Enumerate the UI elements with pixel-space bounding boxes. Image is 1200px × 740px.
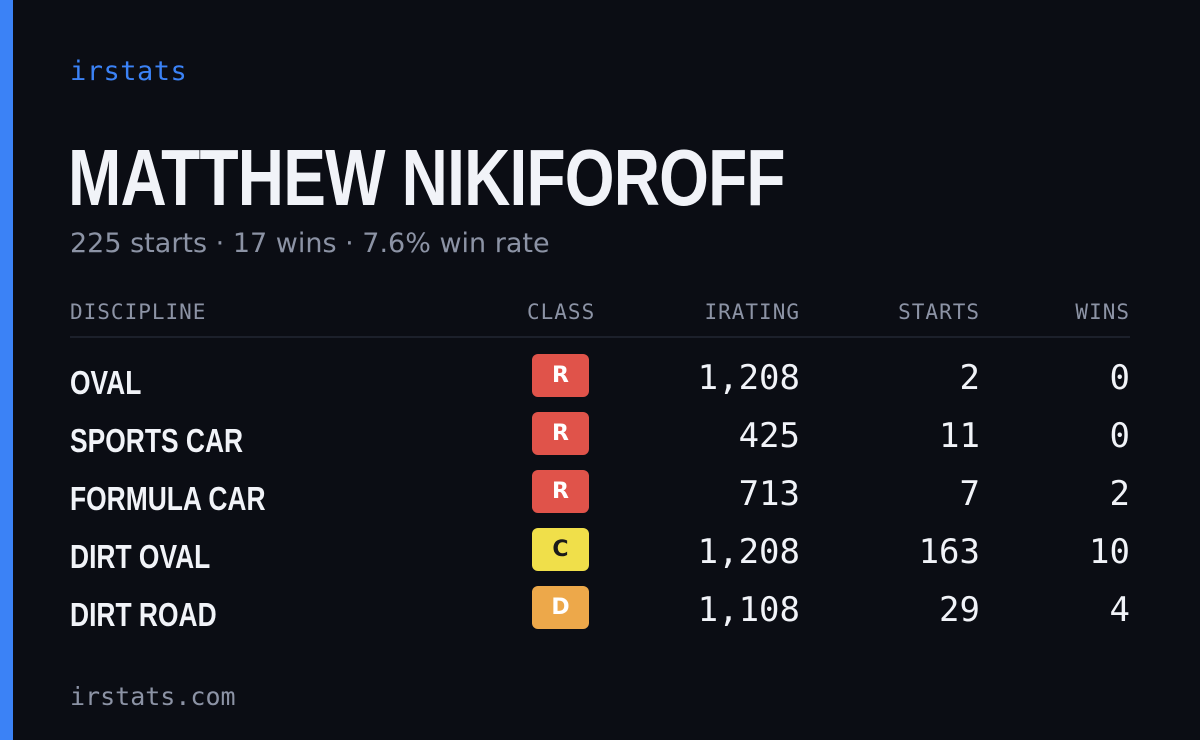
stats-table: OVAL R 1,208 2 0 SPORTS CAR R 425 11 0 F… [70, 350, 1130, 640]
irating-value: 1,108 [697, 590, 800, 630]
discipline-name: FORMULA CAR [70, 480, 266, 517]
header-starts: STARTS [898, 300, 980, 324]
accent-bar [0, 0, 13, 740]
class-badge: D [532, 586, 589, 629]
table-row: FORMULA CAR R 713 7 2 [70, 466, 1130, 524]
footer-url: irstats.com [70, 682, 236, 711]
discipline-name: OVAL [70, 364, 142, 401]
discipline-name: DIRT ROAD [70, 596, 217, 633]
starts-value: 11 [939, 416, 980, 456]
class-badge: R [532, 470, 589, 513]
table-header: DISCIPLINE CLASS IRATING STARTS WINS [70, 300, 1130, 328]
header-class: CLASS [527, 300, 596, 324]
driver-summary: 225 starts · 17 wins · 7.6% win rate [70, 228, 550, 259]
brand-logo-text: irstats [70, 56, 188, 87]
table-row: DIRT ROAD D 1,108 29 4 [70, 582, 1130, 640]
header-divider [70, 336, 1130, 338]
header-wins: WINS [1075, 300, 1130, 324]
wins-value: 0 [1109, 358, 1130, 398]
discipline-name: SPORTS CAR [70, 422, 244, 459]
starts-value: 163 [918, 532, 980, 572]
class-badge: C [532, 528, 589, 571]
driver-name: MATTHEW NIKIFOROFF [68, 133, 786, 222]
header-discipline: DISCIPLINE [70, 300, 207, 324]
table-row: OVAL R 1,208 2 0 [70, 350, 1130, 408]
starts-value: 2 [959, 358, 980, 398]
table-row: SPORTS CAR R 425 11 0 [70, 408, 1130, 466]
starts-value: 29 [939, 590, 980, 630]
discipline-name: DIRT OVAL [70, 538, 211, 575]
irating-value: 425 [738, 416, 800, 456]
irating-value: 1,208 [697, 358, 800, 398]
irating-value: 713 [738, 474, 800, 514]
wins-value: 4 [1109, 590, 1130, 630]
class-badge: R [532, 412, 589, 455]
table-row: DIRT OVAL C 1,208 163 10 [70, 524, 1130, 582]
wins-value: 10 [1089, 532, 1130, 572]
starts-value: 7 [959, 474, 980, 514]
header-irating: IRATING [704, 300, 800, 324]
wins-value: 0 [1109, 416, 1130, 456]
wins-value: 2 [1109, 474, 1130, 514]
irating-value: 1,208 [697, 532, 800, 572]
class-badge: R [532, 354, 589, 397]
